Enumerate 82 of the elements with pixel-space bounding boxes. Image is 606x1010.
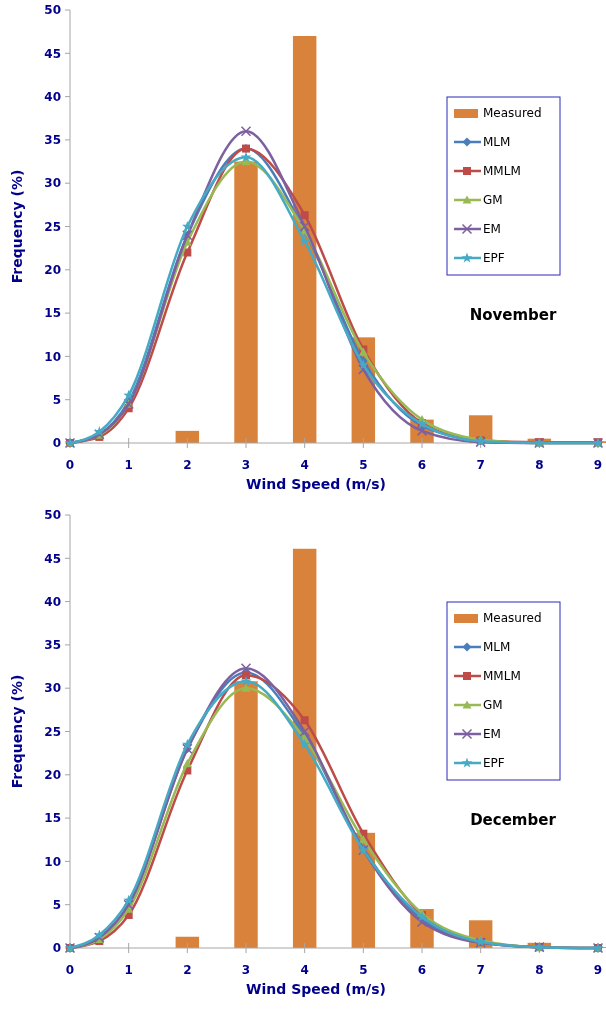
x-tick-label: 2 (183, 458, 192, 472)
legend-label: Measured (483, 611, 542, 626)
y-tick-label: 15 (44, 811, 61, 826)
x-tick-label: 5 (359, 458, 368, 472)
y-tick-label: 30 (44, 176, 61, 191)
legend-label: EPF (483, 251, 505, 266)
x-tick-label: 6 (417, 458, 427, 472)
point (240, 151, 252, 162)
legend-label: MLM (483, 640, 511, 655)
point (299, 221, 310, 232)
text: December (470, 811, 557, 829)
bar (234, 681, 258, 948)
y-tick-label: 30 (44, 681, 61, 696)
legend-label: Measured (483, 106, 542, 121)
point (299, 235, 311, 246)
y-tick-label: 50 (44, 3, 61, 18)
point (300, 211, 309, 220)
y-tick-label: 10 (44, 349, 61, 364)
legend-label: MLM (483, 135, 511, 150)
y-tick-label: 45 (44, 551, 61, 566)
x-tick-label: 2 (183, 963, 192, 977)
x-tick-label: 7 (476, 963, 485, 977)
x-tick-label: 1 (124, 963, 133, 977)
bar (292, 548, 317, 948)
y-tick-label: 35 (44, 638, 61, 653)
x-tick-label: 1 (124, 458, 133, 472)
x-tick-label: 6 (417, 963, 427, 977)
y-tick-label: 10 (44, 854, 61, 869)
legend-label: GM (483, 193, 503, 208)
x-axis-title: Wind Speed (m/s) (246, 476, 386, 492)
legend-label: EM (483, 222, 501, 237)
y-axis-title: Frequency (%) (9, 674, 25, 789)
point (181, 738, 193, 750)
point (123, 389, 135, 400)
x-tick-label: 5 (359, 963, 368, 977)
point (182, 759, 192, 768)
x-tick-label: 3 (241, 458, 251, 472)
bar (292, 35, 317, 443)
x-tick-label: 4 (300, 458, 309, 472)
point (299, 738, 311, 750)
text: November (469, 306, 557, 324)
y-tick-label: 5 (52, 897, 61, 912)
y-tick-label: 0 (52, 941, 61, 956)
x-tick-label: 8 (535, 458, 544, 472)
y-tick-label: 5 (52, 392, 61, 407)
y-tick-label: 20 (44, 768, 61, 782)
y-tick-label: 20 (44, 263, 61, 277)
x-tick-label: 4 (300, 963, 309, 977)
x-tick-label: 0 (65, 963, 75, 977)
y-tick-label: 40 (44, 89, 61, 104)
y-tick-label: 25 (44, 219, 61, 234)
y-tick-label: 25 (44, 724, 61, 739)
x-tick-label: 0 (65, 458, 75, 472)
y-tick-label: 15 (44, 306, 61, 321)
x-axis-title: Wind Speed (m/s) (246, 981, 386, 997)
y-tick-label: 0 (52, 436, 61, 451)
point (358, 364, 369, 375)
y-tick-label: 35 (44, 133, 61, 148)
y-axis-title: Frequency (%) (9, 169, 25, 284)
point (240, 663, 252, 674)
legend-label: GM (483, 698, 503, 713)
y-tick-label: 40 (44, 594, 61, 609)
legend-label: EM (483, 727, 501, 742)
point (299, 726, 310, 737)
legend-label: MMLM (483, 669, 521, 684)
point (240, 675, 252, 686)
x-tick-label: 8 (535, 963, 544, 977)
bar (234, 161, 258, 443)
y-tick-label: 50 (44, 508, 61, 523)
point (240, 125, 252, 137)
x-tick-label: 3 (241, 963, 251, 977)
legend-label: MMLM (483, 164, 521, 179)
y-tick-label: 45 (44, 46, 61, 61)
point (357, 359, 369, 370)
x-tick-label: 7 (476, 458, 485, 472)
x-tick-label: 9 (593, 963, 603, 977)
point (181, 220, 193, 232)
legend-label: EPF (483, 756, 505, 771)
point (300, 716, 309, 725)
point (241, 683, 251, 692)
point (123, 894, 135, 905)
x-tick-label: 9 (593, 458, 603, 472)
